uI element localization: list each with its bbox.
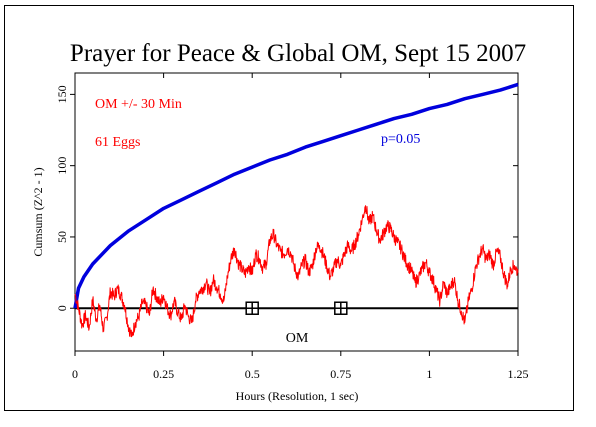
event-marker	[245, 301, 259, 315]
x-axis: 0 0.25 0.5 0.75 1 1.25	[72, 73, 529, 381]
y-tick-label: 100	[55, 157, 69, 175]
significance-curve	[73, 82, 519, 309]
chart-title: Prayer for Peace & Global OM, Sept 15 20…	[70, 40, 526, 67]
y-tick-label: 0	[55, 305, 69, 311]
eggs-count-label: 61 Eggs	[95, 135, 141, 150]
y-tick-label: 150	[55, 85, 69, 103]
event-markers	[245, 301, 348, 315]
event-window-label: OM +/- 30 Min	[95, 97, 182, 112]
p-value-label: p=0.05	[381, 132, 420, 147]
x-tick-label: 0.25	[153, 367, 174, 381]
y-axis: 0 50 100 150	[55, 85, 518, 311]
plot-area	[74, 72, 519, 352]
x-tick-label: 1.25	[508, 367, 529, 381]
x-tick-label: 1	[426, 367, 432, 381]
om-label: OM	[286, 331, 309, 346]
x-tick-label: 0	[72, 367, 78, 381]
x-tick-label: 0.75	[330, 367, 351, 381]
y-axis-label: Cumsum (Z^2 - 1)	[31, 167, 45, 256]
x-tick-label: 0.5	[245, 367, 260, 381]
event-marker	[334, 301, 348, 315]
cumsum-series-line	[74, 205, 519, 338]
x-axis-label: Hours (Resolution, 1 sec)	[236, 389, 359, 403]
y-tick-label: 50	[55, 231, 69, 243]
